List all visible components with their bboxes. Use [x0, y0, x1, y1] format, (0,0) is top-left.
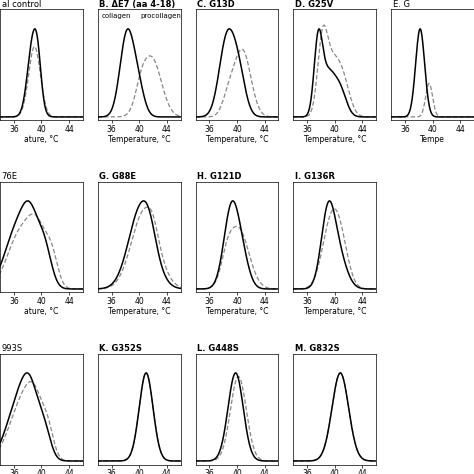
Text: D. G25V: D. G25V: [295, 0, 333, 9]
X-axis label: Temperature, °C: Temperature, °C: [303, 307, 366, 316]
Text: I. G136R: I. G136R: [295, 173, 335, 182]
Text: L. G448S: L. G448S: [197, 345, 239, 354]
Text: M. G832S: M. G832S: [295, 345, 340, 354]
X-axis label: Temperature, °C: Temperature, °C: [303, 135, 366, 144]
Text: K. G352S: K. G352S: [100, 345, 142, 354]
Text: collagen: collagen: [102, 13, 131, 19]
Text: al control: al control: [1, 0, 41, 9]
X-axis label: Temperature, °C: Temperature, °C: [108, 307, 171, 316]
Text: 993S: 993S: [1, 345, 23, 354]
Text: H. G121D: H. G121D: [197, 173, 242, 182]
Text: 76E: 76E: [1, 173, 18, 182]
Text: E. G: E. G: [393, 0, 410, 9]
Text: C. G13D: C. G13D: [197, 0, 235, 9]
X-axis label: Tempe: Tempe: [420, 135, 445, 144]
X-axis label: Temperature, °C: Temperature, °C: [206, 135, 268, 144]
X-axis label: Temperature, °C: Temperature, °C: [108, 135, 171, 144]
X-axis label: ature, °C: ature, °C: [24, 307, 59, 316]
X-axis label: ature, °C: ature, °C: [24, 135, 59, 144]
X-axis label: Temperature, °C: Temperature, °C: [206, 307, 268, 316]
Text: B. ΔE7 (aa 4-18): B. ΔE7 (aa 4-18): [100, 0, 176, 9]
Text: G. G88E: G. G88E: [100, 173, 137, 182]
Text: procollagen: procollagen: [141, 13, 182, 19]
